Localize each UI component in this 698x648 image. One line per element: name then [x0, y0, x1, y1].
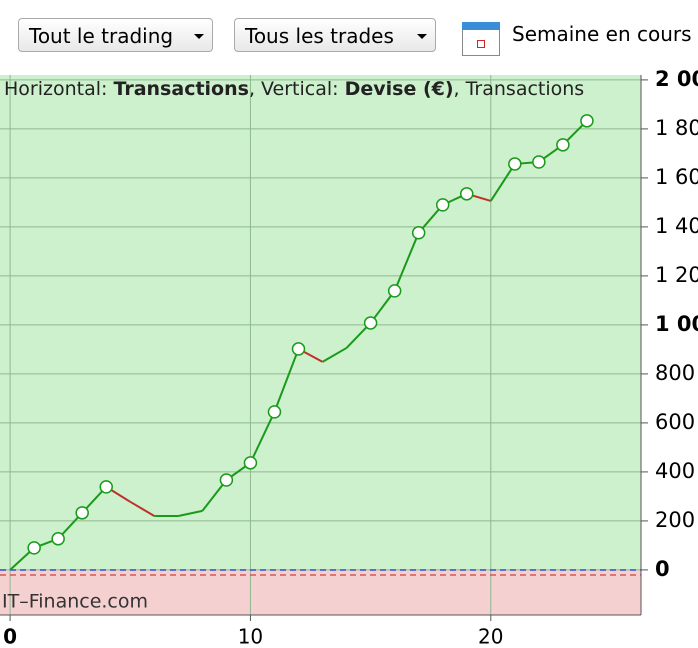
annotation-part: Transactions — [113, 78, 248, 100]
equity-segment — [178, 509, 203, 517]
calendar-icon[interactable] — [462, 20, 502, 56]
trade-point — [363, 316, 378, 330]
annotation-part: , Vertical: — [249, 78, 345, 100]
trade-point — [243, 456, 258, 470]
equity-segment — [273, 348, 300, 413]
y-tick-label: 1 600 — [655, 165, 698, 189]
equity-segment — [393, 232, 420, 292]
trade-point — [556, 138, 570, 152]
trade-point — [435, 198, 450, 212]
trade-point — [267, 405, 282, 419]
watermark: IT–Finance.com — [2, 591, 148, 613]
y-tick-label: 200 — [655, 508, 695, 532]
annotation-part: Horizontal: — [4, 78, 113, 100]
trade-point — [532, 155, 546, 169]
y-tick-label: 1 400 — [655, 214, 698, 238]
x-tick-label: 10 — [238, 625, 263, 648]
y-tick-label: 600 — [655, 410, 695, 434]
trade-point — [459, 187, 474, 201]
trade-point — [51, 532, 65, 546]
y-tick-label: 0 — [655, 557, 670, 581]
equity-segment — [249, 411, 276, 464]
trade-point — [219, 473, 234, 487]
y-tick-label: 2 000 — [655, 67, 698, 91]
y-tick-label: 1 000 — [655, 312, 698, 336]
trade-point — [291, 342, 306, 356]
trade-point — [580, 114, 594, 128]
y-tick-label: 1 200 — [655, 263, 698, 287]
x-tick-label: 0 — [3, 625, 17, 648]
trade-point — [27, 541, 41, 555]
trades-menu[interactable]: Tous les trades — [234, 18, 436, 52]
equity-segment — [489, 163, 516, 202]
trade-point — [75, 506, 89, 520]
y-tick-label: 400 — [655, 459, 695, 483]
trading-menu[interactable]: Tout le trading — [18, 18, 213, 52]
annotation: Horizontal: Transactions, Vertical: Devi… — [4, 78, 584, 100]
equity-segment — [129, 500, 155, 517]
profit-zone — [0, 75, 641, 570]
loss-zone — [0, 570, 641, 615]
period-label[interactable]: Semaine en cours — [512, 22, 692, 46]
annotation-part: Devise (€) — [345, 78, 454, 100]
annotation-part: , Transactions — [454, 78, 585, 100]
equity-segment — [322, 347, 348, 363]
y-tick-label: 1 800 — [655, 116, 698, 140]
trade-point — [387, 284, 402, 298]
trade-point — [508, 157, 522, 171]
x-tick-label: 20 — [478, 625, 503, 648]
y-tick-label: 800 — [655, 361, 695, 385]
trade-point — [99, 480, 113, 494]
trade-point — [411, 226, 426, 240]
